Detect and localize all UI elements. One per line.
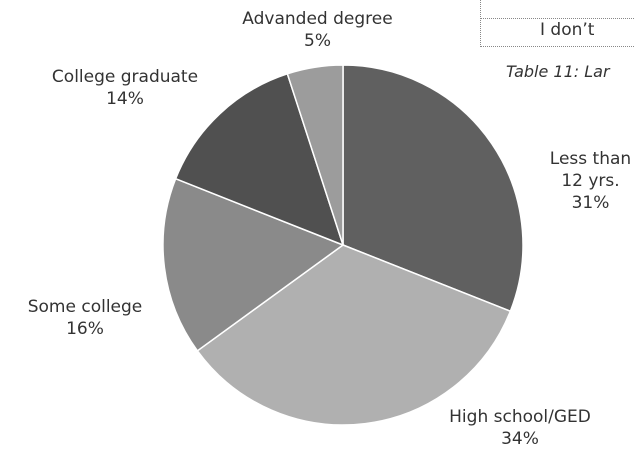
- table-row-line: [480, 18, 635, 19]
- slice-label: College graduate: [51, 67, 199, 87]
- slice-value-label: 16%: [66, 319, 104, 339]
- slice-label: Advanded degree: [242, 9, 393, 29]
- pie-slice: [286, 64, 344, 246]
- table-caption-fragment: Table 11: Lar: [506, 62, 610, 81]
- slice-value-label: 14%: [106, 89, 144, 109]
- slice-label: High school/GED: [449, 407, 591, 427]
- table-fragment: [480, 0, 635, 47]
- slice-label: Less than 12 yrs.: [549, 149, 632, 191]
- slice-value-label: 34%: [501, 429, 539, 449]
- pie-slice: [342, 64, 524, 313]
- slice-value-label: 31%: [571, 193, 610, 213]
- slice-value-label: 5%: [304, 31, 331, 51]
- table-cell-fragment: I don’t: [540, 20, 595, 40]
- pie-slice: [196, 244, 512, 426]
- slice-label: Some college: [27, 297, 143, 317]
- pie-slice: [162, 177, 345, 352]
